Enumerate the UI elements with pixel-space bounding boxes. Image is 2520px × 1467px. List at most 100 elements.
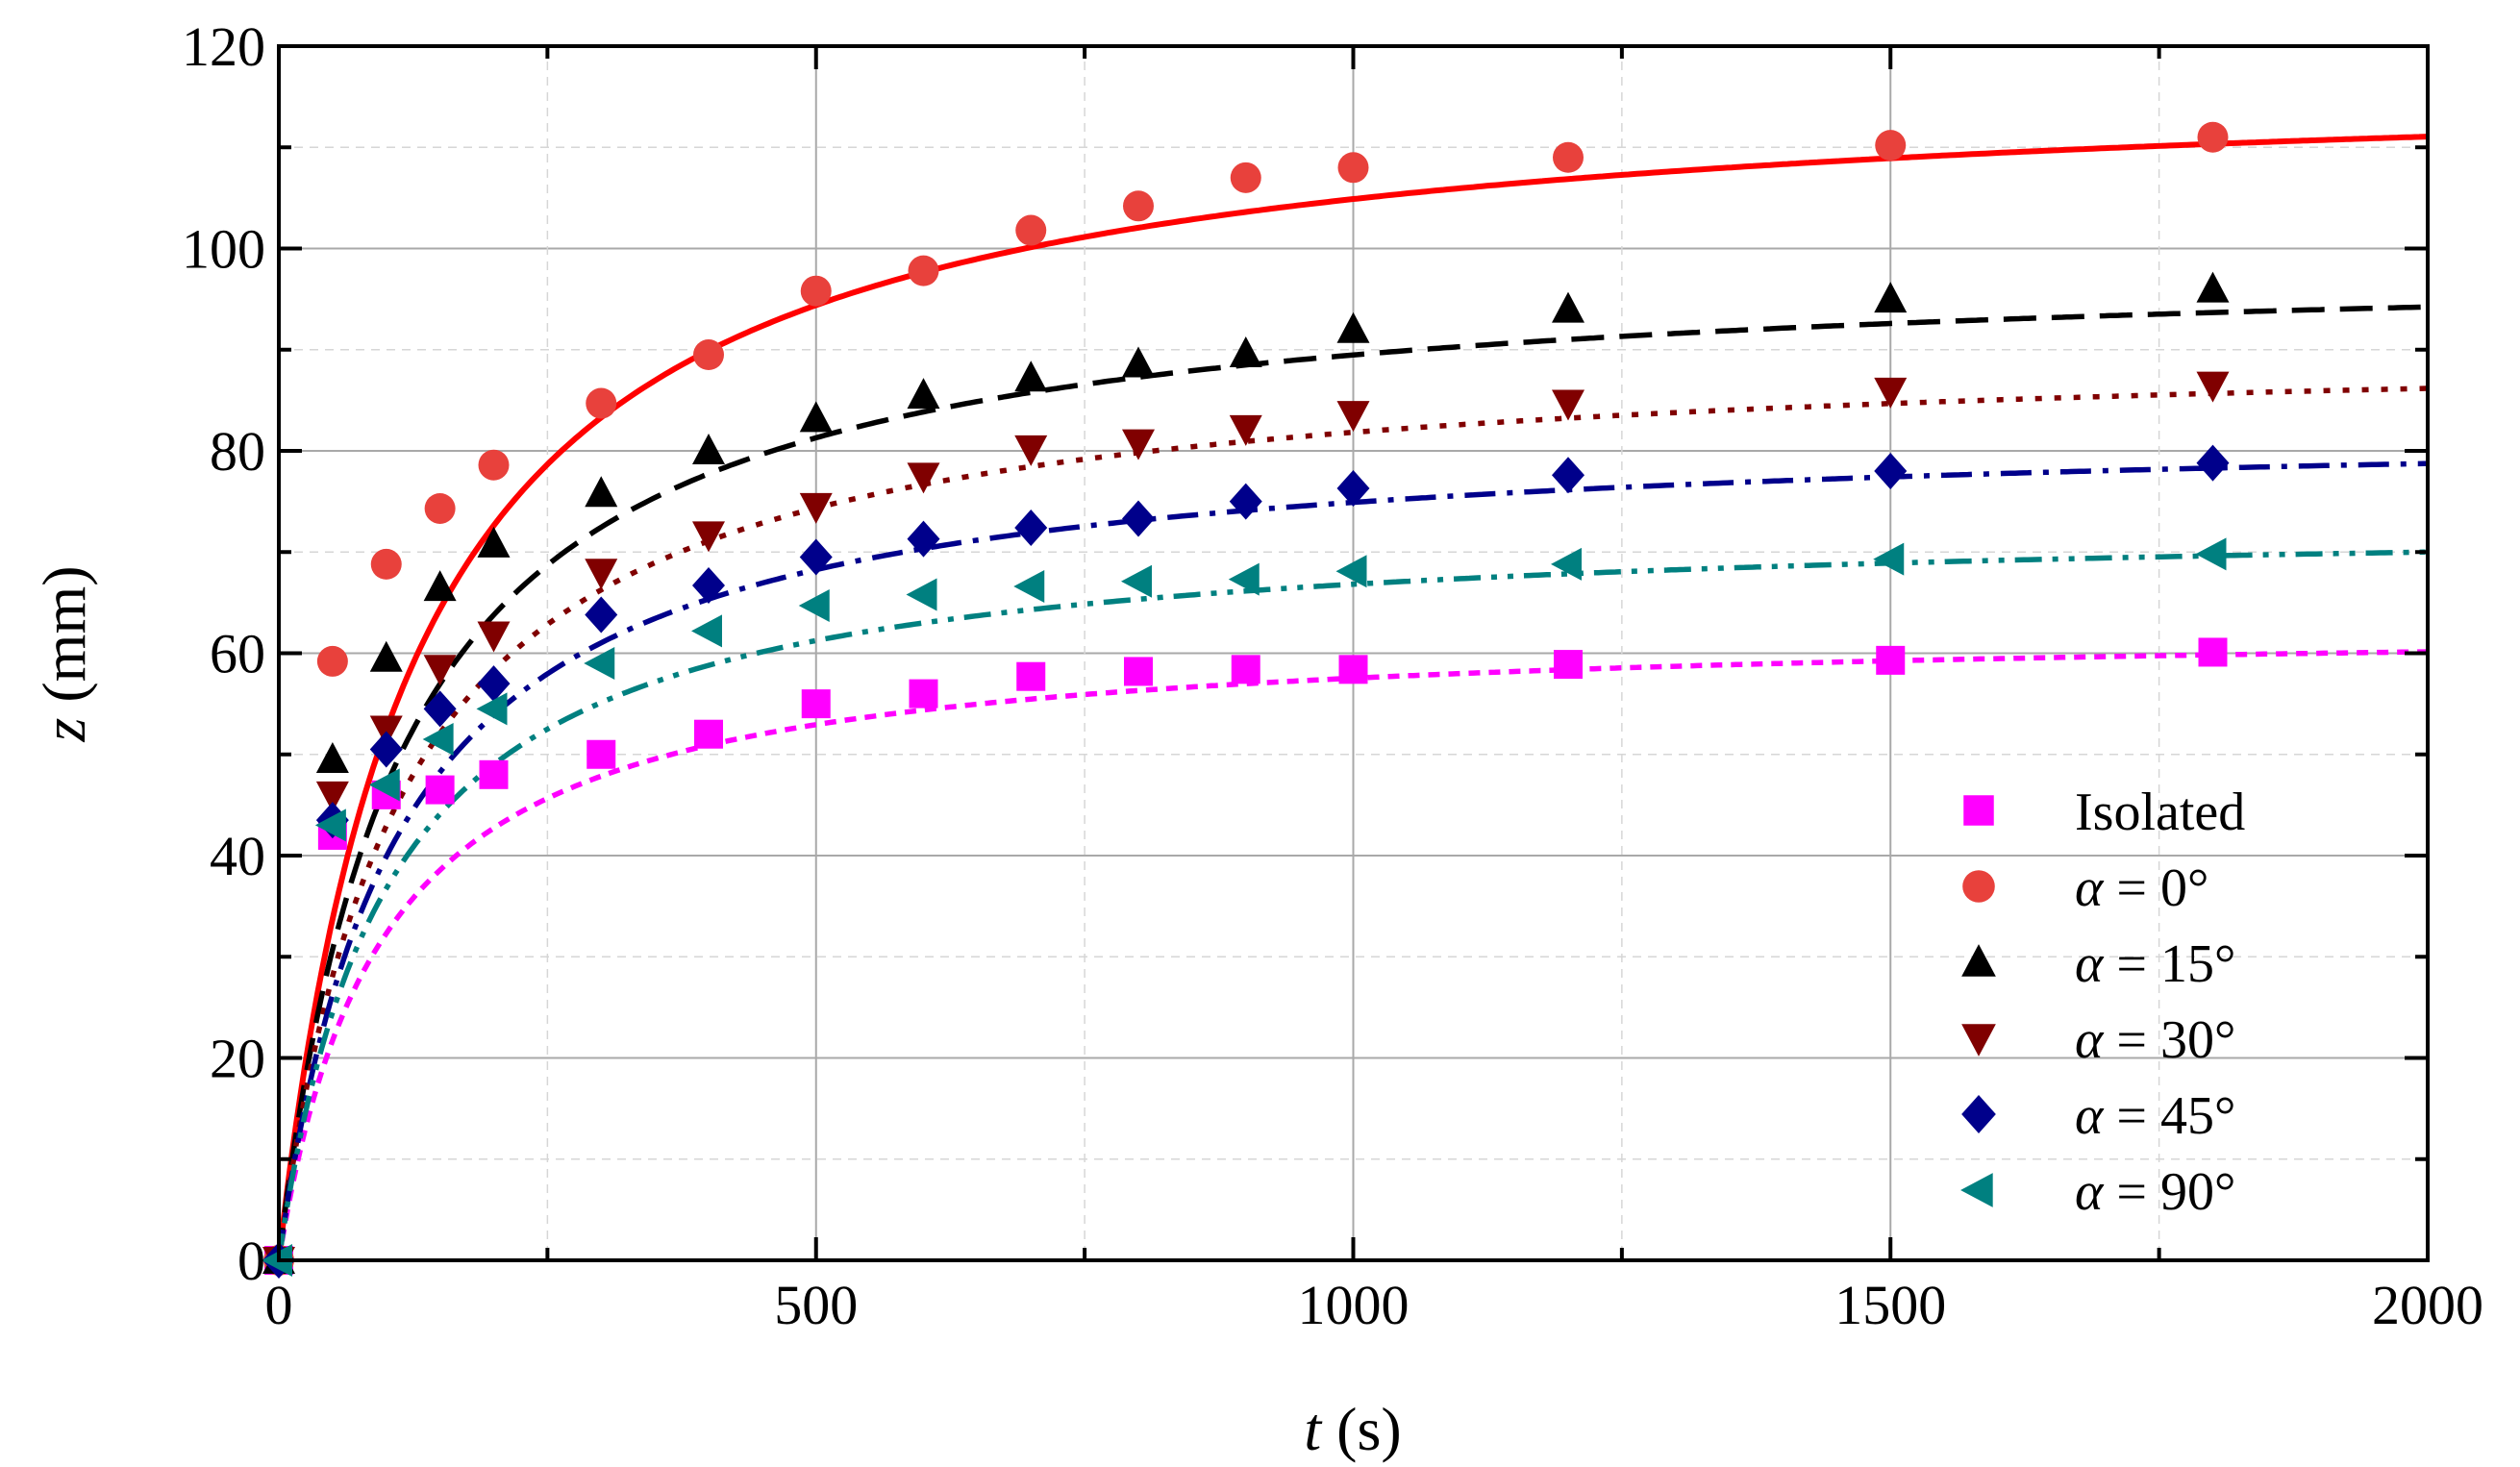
data-point-alpha-0deg	[800, 275, 832, 307]
data-point-isolated	[479, 759, 509, 789]
y-tick-label: 80	[210, 420, 265, 483]
data-point-alpha-90deg	[798, 589, 830, 623]
data-point-alpha-45deg	[585, 596, 618, 634]
x-axis-title: t (s)	[1304, 1395, 1401, 1463]
data-point-alpha-0deg	[478, 449, 510, 481]
data-point-alpha-15deg	[585, 476, 618, 508]
data-point-alpha-30deg	[369, 715, 403, 747]
data-point-alpha-0deg	[1337, 152, 1369, 184]
data-point-alpha-15deg	[1014, 361, 1048, 392]
data-point-isolated	[1016, 661, 1046, 691]
x-tick-label: 1500	[1834, 1274, 1946, 1336]
data-point-alpha-90deg	[476, 692, 508, 726]
legend-marker-alpha-15deg	[1961, 944, 1996, 977]
data-point-alpha-0deg	[370, 548, 402, 580]
data-point-alpha-45deg	[1229, 483, 1262, 520]
legend-label-alpha-45deg: α = 45°	[2075, 1086, 2235, 1146]
data-point-alpha-30deg	[315, 781, 349, 812]
data-point-alpha-15deg	[1229, 336, 1262, 367]
data-point-isolated	[694, 719, 723, 749]
data-point-alpha-45deg	[1874, 453, 1908, 490]
y-tick-label: 60	[210, 623, 265, 685]
data-point-alpha-90deg	[422, 722, 454, 756]
x-tick-label: 2000	[2372, 1274, 2483, 1336]
legend-label-alpha-30deg: α = 30°	[2075, 1010, 2235, 1070]
data-point-alpha-0deg	[1015, 214, 1047, 246]
data-point-isolated	[801, 689, 831, 719]
data-point-alpha-45deg	[2196, 444, 2230, 482]
data-point-isolated	[1338, 655, 1368, 684]
data-point-alpha-30deg	[1122, 429, 1155, 460]
fit-curve-alpha-90deg	[276, 549, 2428, 1261]
data-point-alpha-90deg	[1228, 562, 1260, 596]
data-point-alpha-90deg	[368, 768, 400, 802]
data-point-alpha-0deg	[908, 255, 939, 286]
data-point-alpha-45deg	[1336, 469, 1370, 507]
data-point-alpha-0deg	[693, 339, 724, 371]
data-point-alpha-30deg	[423, 655, 457, 686]
data-point-alpha-15deg	[477, 526, 511, 558]
data-point-alpha-30deg	[1874, 377, 1908, 409]
data-point-alpha-15deg	[369, 640, 403, 672]
legend-marker-alpha-90deg	[1960, 1173, 1993, 1207]
fit-curve-alpha-0deg	[276, 134, 2429, 1261]
legend-label-alpha-15deg: α = 15°	[2075, 934, 2235, 994]
data-point-alpha-30deg	[692, 521, 725, 553]
y-tick-label: 20	[210, 1028, 265, 1090]
data-point-alpha-90deg	[691, 614, 722, 648]
data-point-alpha-90deg	[1873, 542, 1905, 576]
data-point-alpha-15deg	[1122, 346, 1155, 378]
legend: Isolated α = 0° α = 15° α = 30° α = 45° α = 9…	[1960, 783, 2245, 1222]
legend-marker-isolated	[1963, 795, 1994, 826]
data-point-alpha-15deg	[799, 401, 833, 433]
data-point-alpha-15deg	[1874, 282, 1908, 313]
data-point-alpha-15deg	[1552, 291, 1584, 323]
data-point-isolated	[909, 679, 938, 709]
data-point-alpha-45deg	[1014, 509, 1048, 546]
data-point-alpha-45deg	[369, 731, 403, 768]
data-point-isolated	[1554, 650, 1583, 680]
data-point-alpha-90deg	[1121, 564, 1152, 598]
axis-ticks	[277, 44, 2430, 1262]
data-markers	[262, 121, 2230, 1279]
data-point-alpha-0deg	[424, 492, 456, 524]
legend-marker-alpha-0deg	[1962, 870, 1995, 903]
data-point-isolated	[1231, 655, 1260, 684]
data-point-alpha-0deg	[1123, 190, 1154, 222]
data-point-alpha-30deg	[2196, 371, 2230, 403]
data-point-alpha-15deg	[692, 434, 725, 464]
data-point-alpha-45deg	[907, 520, 940, 558]
y-tick-label: 40	[210, 825, 265, 887]
legend-label-alpha-0deg: α = 0°	[2075, 858, 2208, 918]
data-point-alpha-15deg	[907, 378, 940, 410]
data-point-alpha-30deg	[1229, 414, 1262, 446]
data-point-alpha-45deg	[423, 690, 457, 728]
data-point-isolated	[2198, 637, 2228, 667]
data-point-isolated	[425, 775, 455, 805]
data-point-alpha-90deg	[2195, 537, 2227, 571]
data-point-alpha-30deg	[907, 462, 940, 494]
data-point-isolated	[1876, 645, 1906, 675]
data-point-alpha-15deg	[1336, 311, 1370, 343]
fit-curve-alpha-15deg	[276, 304, 2429, 1261]
y-tick-label: 100	[182, 218, 265, 281]
y-tick-label: 0	[237, 1230, 265, 1292]
data-point-alpha-90deg	[1335, 555, 1367, 588]
data-point-alpha-30deg	[1014, 435, 1048, 466]
data-point-alpha-90deg	[584, 647, 615, 681]
legend-marker-alpha-30deg	[1961, 1024, 1996, 1057]
data-point-alpha-15deg	[2196, 271, 2230, 303]
data-point-alpha-45deg	[1552, 457, 1584, 494]
data-point-alpha-0deg	[2197, 121, 2229, 153]
data-point-alpha-0deg	[316, 645, 348, 677]
data-point-alpha-0deg	[1230, 162, 1261, 193]
legend-label-alpha-90deg: α = 90°	[2075, 1162, 2235, 1222]
x-tick-label: 500	[774, 1274, 858, 1336]
data-point-alpha-30deg	[477, 621, 511, 653]
tick-labels: 0 500 1000 1500 2000 0 20 40 60 80 100 120	[182, 15, 2483, 1336]
data-point-alpha-90deg	[314, 808, 346, 842]
legend-label-isolated: Isolated	[2075, 783, 2245, 842]
data-point-alpha-30deg	[1552, 389, 1584, 421]
data-point-alpha-30deg	[585, 559, 618, 590]
